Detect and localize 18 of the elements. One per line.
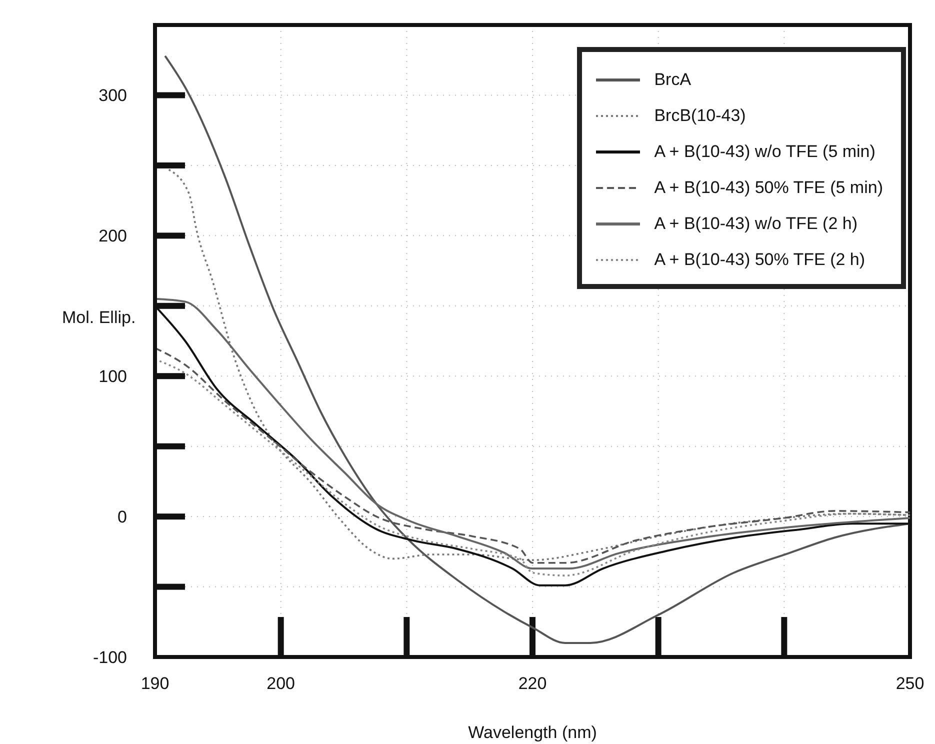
x-axis-title: Wavelength (nm) [468, 723, 597, 742]
y-axis-title: Mol. Ellip. [62, 308, 136, 327]
legend-label: BrcB(10-43) [654, 106, 746, 126]
x-tick-label: 200 [266, 674, 296, 693]
y-tick-label: 200 [98, 226, 127, 246]
y-tick-label: 0 [118, 508, 127, 527]
x-tick-label: 220 [518, 674, 547, 693]
legend-label: A + B(10-43) 50% TFE (2 h) [654, 250, 866, 270]
legend-label: A + B(10-43) w/o TFE (2 h) [654, 214, 858, 234]
x-tick-label: 250 [896, 674, 924, 693]
legend-label: A + B(10-43) 50% TFE (5 min) [654, 178, 883, 198]
y-tick-label: 300 [98, 86, 127, 106]
y-tick-label: -100 [92, 648, 127, 667]
y-tick-label: 100 [98, 367, 127, 386]
x-tick-label: 190 [140, 674, 170, 693]
legend-label: BrcA [654, 70, 692, 90]
legend-label: A + B(10-43) w/o TFE (5 min) [654, 142, 876, 162]
line-series [168, 168, 910, 561]
